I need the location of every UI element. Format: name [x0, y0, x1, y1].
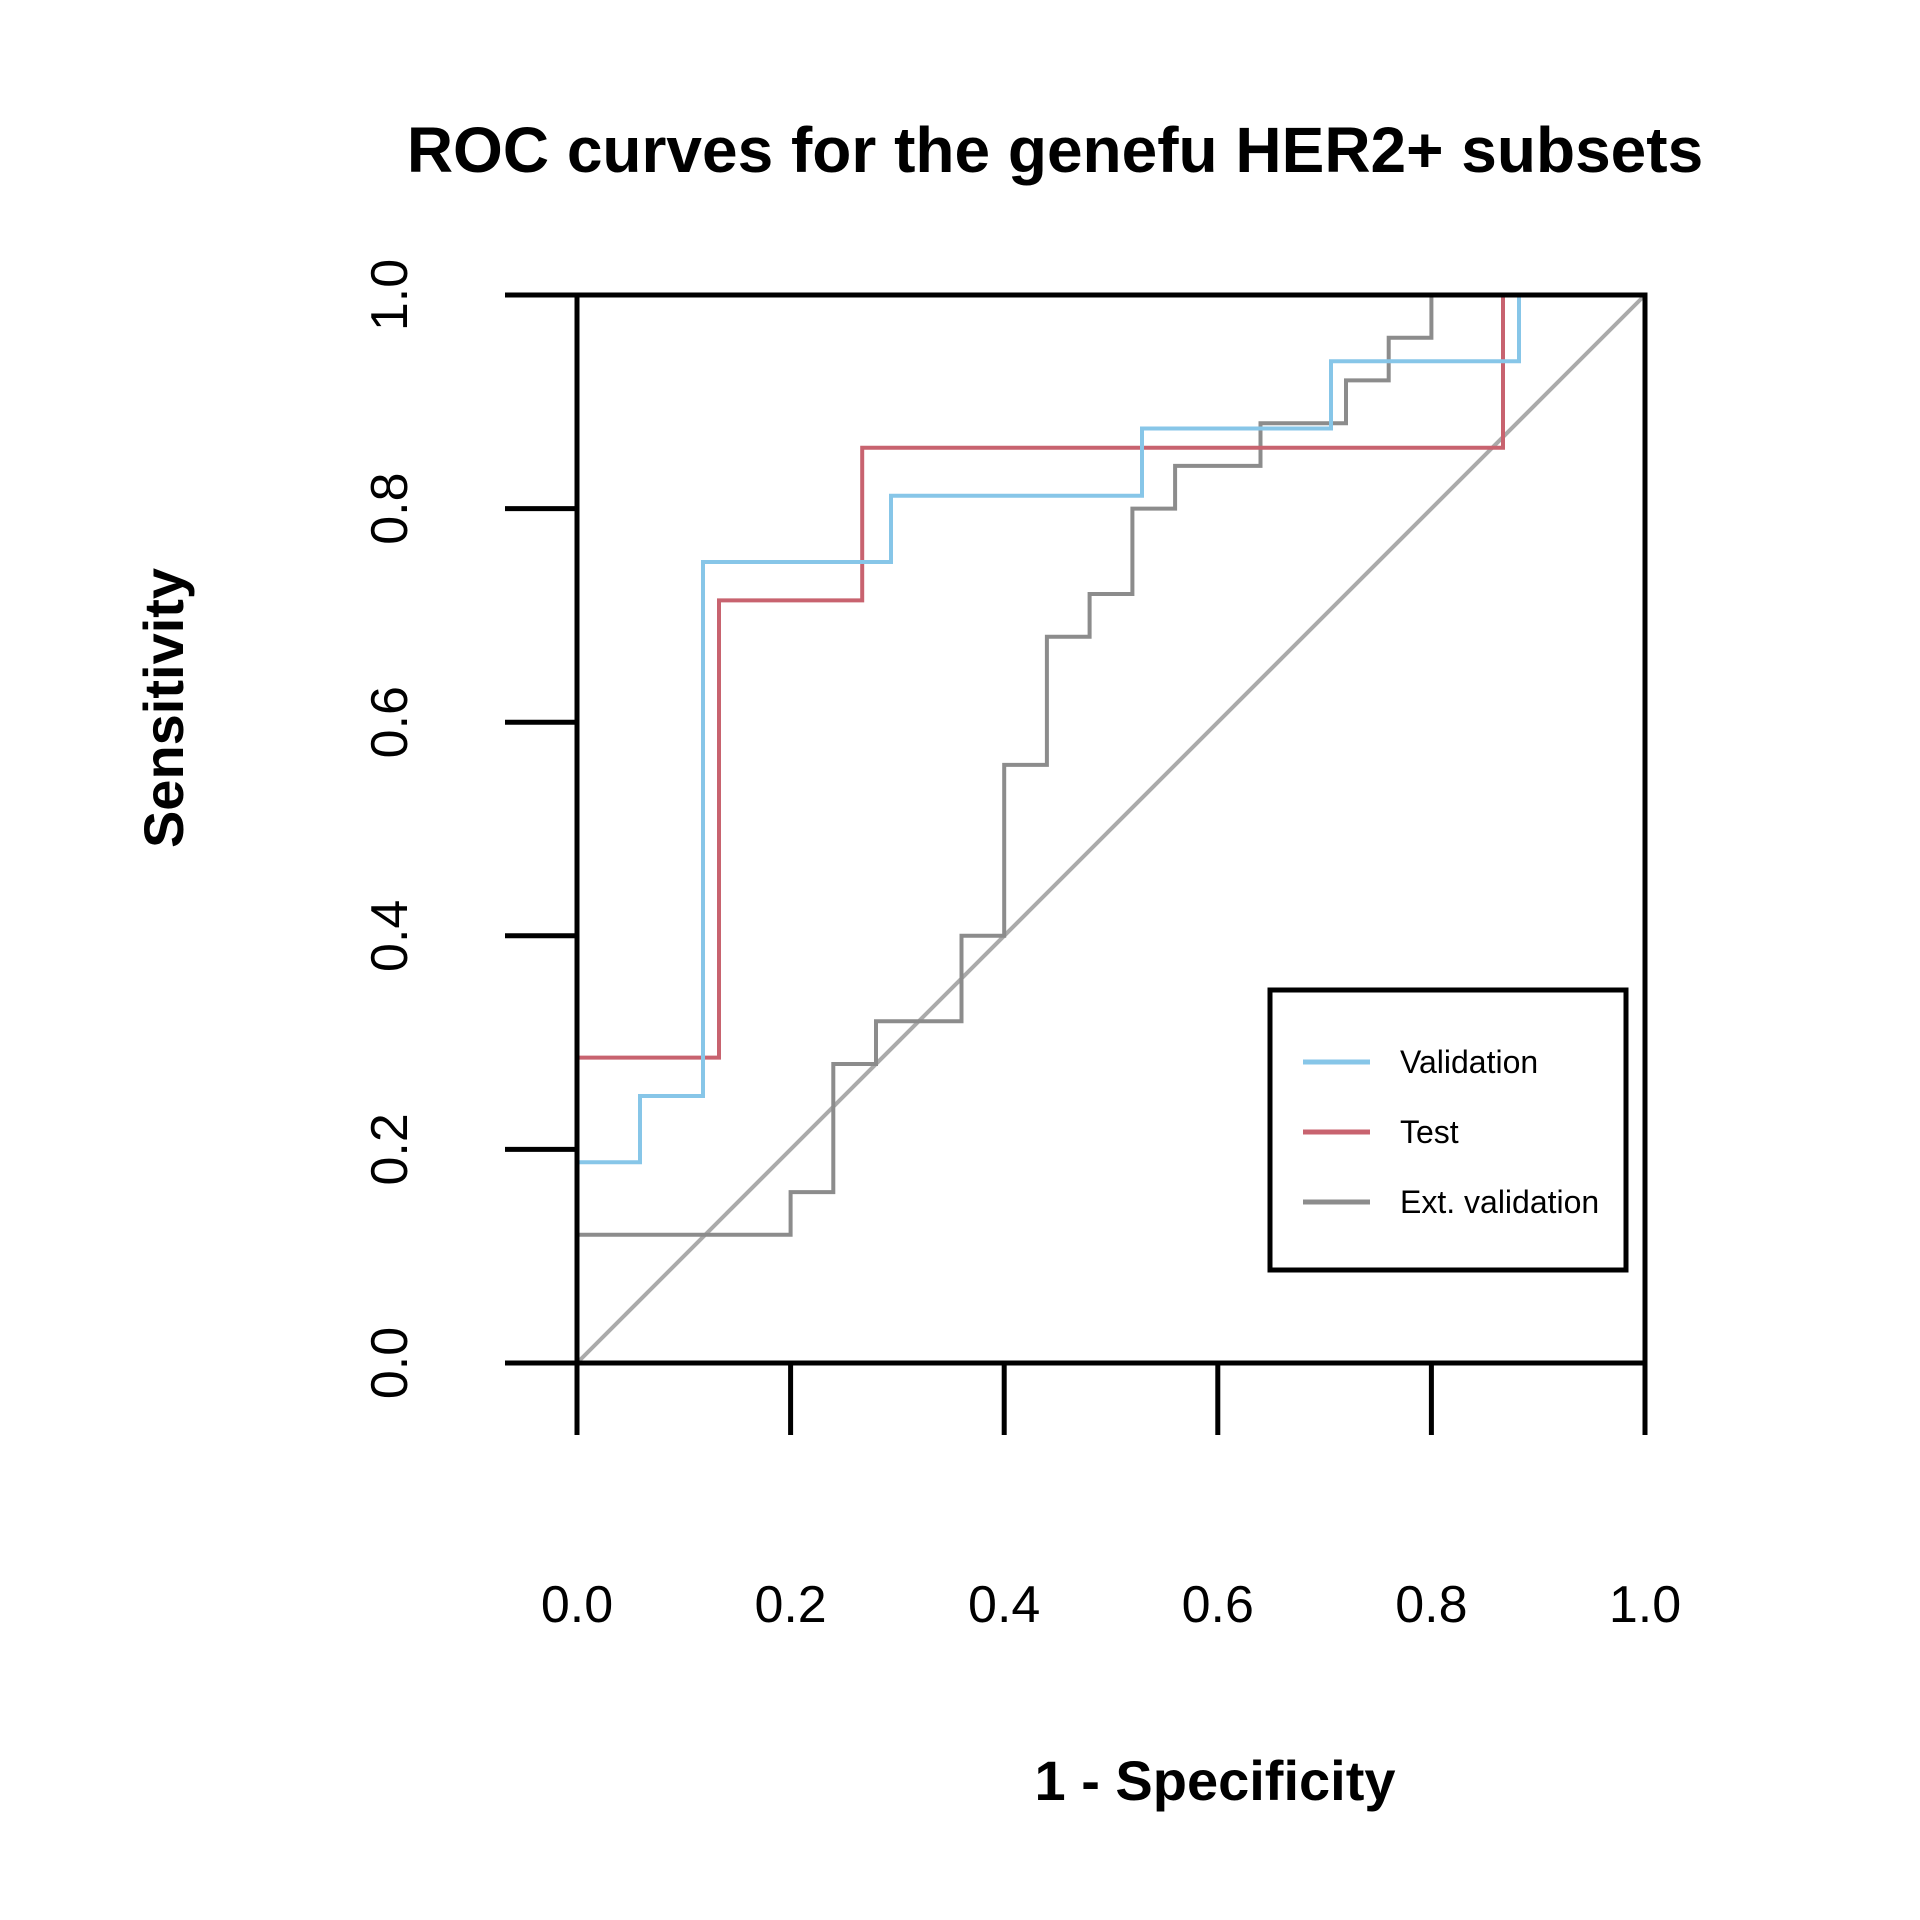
x-tick-label: 0.8 [1395, 1576, 1467, 1634]
legend-label: Validation [1400, 1044, 1538, 1080]
x-tick-label: 1.0 [1609, 1576, 1681, 1634]
series-layer [575, 293, 1647, 1365]
reference-diagonal-line [575, 293, 1647, 1365]
legend-label: Ext. validation [1400, 1184, 1599, 1220]
y-tick-label: 1.0 [361, 259, 419, 331]
y-axis-ticks: 0.0 0.2 0.4 0.6 0.8 1.0 [361, 259, 577, 1399]
legend: Validation Test Ext. validation [1267, 987, 1629, 1273]
y-tick-label: 0.4 [361, 900, 419, 972]
y-tick-label: 0.0 [361, 1327, 419, 1399]
series-line-ext-validation [575, 293, 1645, 1363]
y-tick-label: 0.8 [361, 472, 419, 544]
x-axis-title: 1 - Specificity [1034, 1749, 1395, 1812]
series-line-test [575, 295, 1505, 1363]
x-tick-label: 0.4 [968, 1576, 1040, 1634]
x-axis-ticks: 0.0 0.2 0.4 0.6 0.8 1.0 [541, 1363, 1681, 1634]
series-line-validation [575, 295, 1521, 1363]
y-tick-label: 0.2 [361, 1113, 419, 1185]
legend-label: Test [1400, 1114, 1459, 1150]
y-axis-title: Sensitivity [132, 568, 195, 848]
x-tick-label: 0.6 [1182, 1576, 1254, 1634]
x-tick-label: 0.2 [754, 1576, 826, 1634]
chart-title: ROC curves for the genefu HER2+ subsets [407, 114, 1703, 186]
y-tick-label: 0.6 [361, 686, 419, 758]
plot-frame [574, 292, 1648, 1366]
x-tick-label: 0.0 [541, 1576, 613, 1634]
